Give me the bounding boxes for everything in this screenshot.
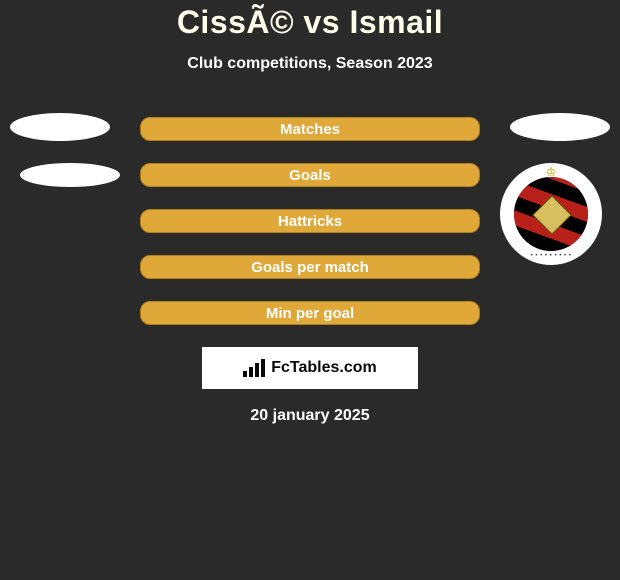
right-club-badge: ♔ • • • • • • • • • xyxy=(500,163,602,265)
stat-bar-min-per-goal: Min per goal xyxy=(140,301,480,325)
stat-bar-hattricks: Hattricks xyxy=(140,209,480,233)
left-player-marker-1 xyxy=(10,113,110,141)
left-player-marker-2 xyxy=(20,163,120,187)
stat-bar-goals-per-match: Goals per match xyxy=(140,255,480,279)
fctables-site-label: FcTables.com xyxy=(271,359,377,377)
bar-chart-icon xyxy=(243,359,265,377)
stat-bar-matches: Matches xyxy=(140,117,480,141)
fctables-logo-box: FcTables.com xyxy=(202,347,418,389)
comparison-subtitle: Club competitions, Season 2023 xyxy=(0,55,620,73)
comparison-title: CissÃ© vs Ismail xyxy=(0,4,620,41)
header: CissÃ© vs Ismail Club competitions, Seas… xyxy=(0,0,620,73)
snapshot-date: 20 january 2025 xyxy=(0,407,620,425)
stat-bars-area: ♔ • • • • • • • • • Matches Goals Hattri… xyxy=(0,117,620,325)
right-player-marker-1 xyxy=(510,113,610,141)
stat-bar-goals: Goals xyxy=(140,163,480,187)
badge-ring-text: • • • • • • • • • xyxy=(531,253,572,259)
